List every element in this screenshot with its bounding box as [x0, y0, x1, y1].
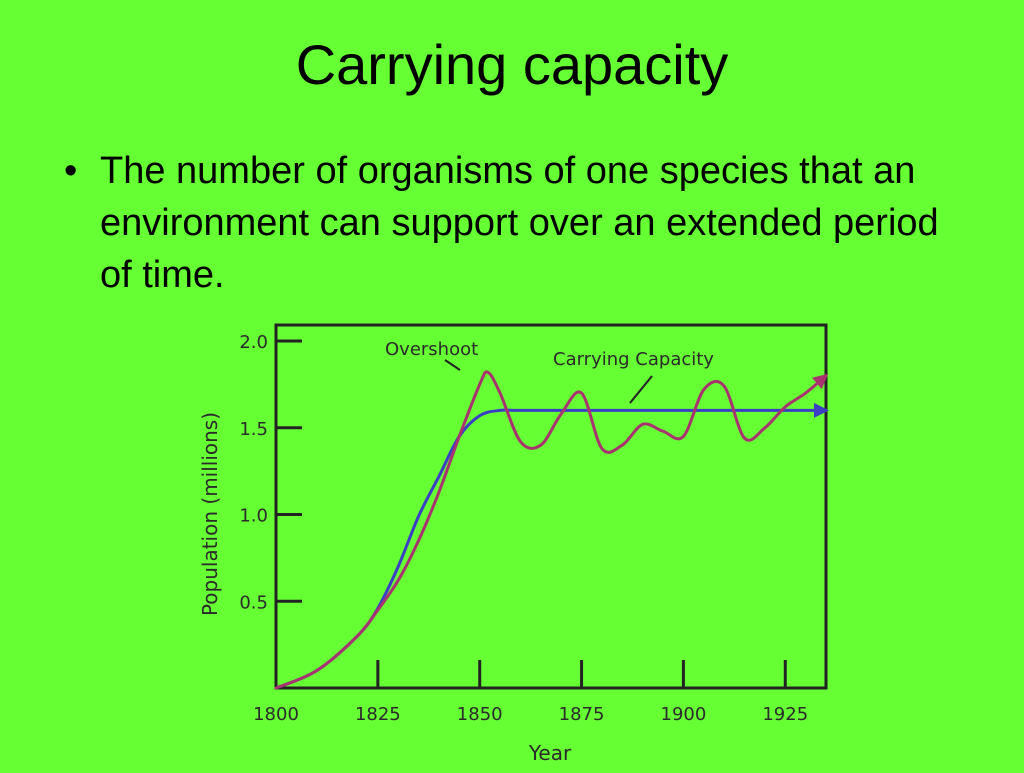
chart-svg: 2.0 1.5 1.0 0.5 1800 1825 1850 1875 1900 1925 Ov…: [198, 323, 829, 765]
y-tick-label: 2.0: [239, 332, 268, 353]
y-axis: 2.0 1.5 1.0 0.5: [239, 332, 302, 613]
population-chart: 2.0 1.5 1.0 0.5 1800 1825 1850 1875 1900 1925 Ov…: [190, 318, 840, 768]
series-layer: [274, 370, 829, 690]
y-axis-label: Population (millions): [198, 412, 222, 616]
x-tick-label: 1900: [661, 704, 707, 725]
carrying-capacity-line: [274, 402, 829, 690]
bullet-dot: •: [64, 150, 78, 192]
overshoot-pointer: [444, 359, 461, 371]
x-tick-label: 1875: [559, 704, 605, 725]
overshoot-annotation: Overshoot: [385, 339, 478, 360]
plot-frame: [274, 323, 828, 690]
x-tick-label: 1825: [355, 704, 401, 725]
x-axis: 1800 1825 1850 1875 1900 1925: [253, 660, 808, 725]
x-tick-label: 1800: [253, 704, 299, 725]
y-tick-label: 1.5: [239, 419, 268, 440]
bullet-text: The number of organisms of one species t…: [100, 150, 939, 296]
slide-title: Carrying capacity: [295, 33, 729, 96]
bullet-list: • The number of organisms of one species…: [60, 145, 960, 301]
y-tick-label: 0.5: [239, 592, 268, 613]
x-tick-label: 1925: [762, 704, 808, 725]
y-tick-label: 1.0: [239, 506, 268, 527]
carrying-capacity-pointer: [629, 375, 653, 404]
bullet-item: • The number of organisms of one species…: [60, 145, 960, 301]
actual-population-line: [274, 370, 829, 690]
x-tick-label: 1850: [457, 704, 503, 725]
carrying-capacity-annotation: Carrying Capacity: [553, 349, 714, 370]
x-axis-label: Year: [528, 741, 572, 765]
